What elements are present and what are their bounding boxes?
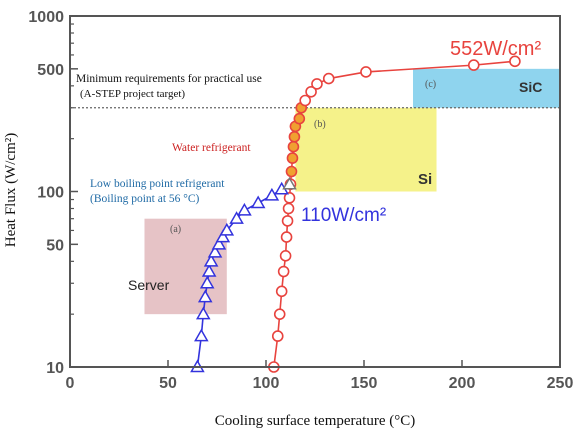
y-tick-label: 100 bbox=[37, 185, 64, 202]
reference-line-label: Minimum requirements for practical use bbox=[76, 73, 262, 85]
point-lowbp-15 bbox=[264, 187, 280, 201]
y-tick-label: 1000 bbox=[28, 9, 64, 26]
point-water-4 bbox=[275, 285, 288, 298]
x-tick-label: 250 bbox=[547, 375, 574, 392]
x-tick-label: 200 bbox=[449, 375, 476, 392]
y-tick-label: 50 bbox=[46, 237, 64, 254]
annotation-water: Water refrigerant bbox=[172, 142, 251, 154]
point-water-19 bbox=[299, 94, 312, 107]
point-water-17 bbox=[293, 112, 306, 125]
point-lowbp-13 bbox=[237, 202, 252, 216]
point-lowbp-7 bbox=[203, 253, 219, 267]
x-axis-label: Cooling surface temperature (°C) bbox=[215, 413, 416, 429]
point-water-5 bbox=[277, 265, 290, 278]
region-3 bbox=[413, 68, 560, 108]
point-water-9 bbox=[282, 202, 295, 215]
point-water-22 bbox=[322, 72, 335, 85]
series-layer bbox=[190, 55, 521, 373]
point-lowbp-9 bbox=[211, 236, 227, 250]
region-b-label: (b) bbox=[314, 119, 326, 130]
y-tick-label: 10 bbox=[46, 360, 64, 377]
point-water-15 bbox=[288, 130, 301, 143]
point-lowbp-6 bbox=[201, 264, 217, 277]
annotation-low-bp: Low boiling point refrigerant bbox=[90, 178, 225, 190]
point-water-10 bbox=[283, 192, 296, 204]
point-water-6 bbox=[279, 250, 292, 262]
point-water-25 bbox=[509, 55, 521, 68]
regions-layer bbox=[144, 68, 560, 315]
x-tick-label: 50 bbox=[159, 375, 177, 392]
region-b-name: Si bbox=[418, 171, 432, 188]
point-water-3 bbox=[273, 308, 286, 320]
annotation-low-bp-sub: (Boiling point at 56 °C) bbox=[90, 193, 200, 205]
point-water-14 bbox=[287, 140, 300, 153]
point-water-13 bbox=[286, 152, 299, 164]
region-c-label: (c) bbox=[425, 79, 436, 90]
point-lowbp-11 bbox=[219, 222, 235, 236]
point-water-23 bbox=[360, 66, 372, 78]
ticks-layer: 0 50 100 150 200 250 10 50 100 500 1000 bbox=[28, 9, 573, 392]
y-axis-label: Heat Flux (W/cm²) bbox=[3, 133, 19, 247]
point-lowbp-12 bbox=[229, 211, 244, 224]
annotation-110: 110W/cm² bbox=[301, 205, 386, 226]
point-lowbp-14 bbox=[250, 195, 266, 209]
point-water-20 bbox=[305, 85, 317, 98]
point-lowbp-3 bbox=[195, 306, 211, 320]
point-lowbp-2 bbox=[194, 328, 209, 342]
x-tick-label: 100 bbox=[253, 375, 280, 392]
region-c-name: SiC bbox=[519, 79, 542, 95]
point-lowbp-17 bbox=[282, 176, 297, 190]
point-lowbp-8 bbox=[207, 244, 223, 258]
point-water-24 bbox=[467, 59, 480, 71]
annotation-552: 552W/cm² bbox=[450, 38, 541, 60]
reference-line-sublabel: (A-STEP project target) bbox=[80, 88, 185, 100]
region-a-label: (a) bbox=[170, 224, 181, 235]
y-tick-label: 500 bbox=[37, 62, 64, 79]
point-water-7 bbox=[280, 231, 293, 243]
point-water-12 bbox=[285, 165, 298, 178]
region-2 bbox=[295, 107, 437, 192]
point-lowbp-10 bbox=[215, 229, 231, 243]
point-water-2 bbox=[271, 330, 284, 342]
point-water-8 bbox=[281, 215, 294, 227]
point-water-21 bbox=[311, 78, 323, 90]
point-lowbp-5 bbox=[199, 275, 215, 289]
point-lowbp-4 bbox=[197, 289, 213, 303]
x-tick-label: 150 bbox=[351, 375, 378, 392]
x-tick-label: 0 bbox=[66, 375, 75, 392]
region-a-name: Server bbox=[128, 277, 170, 293]
